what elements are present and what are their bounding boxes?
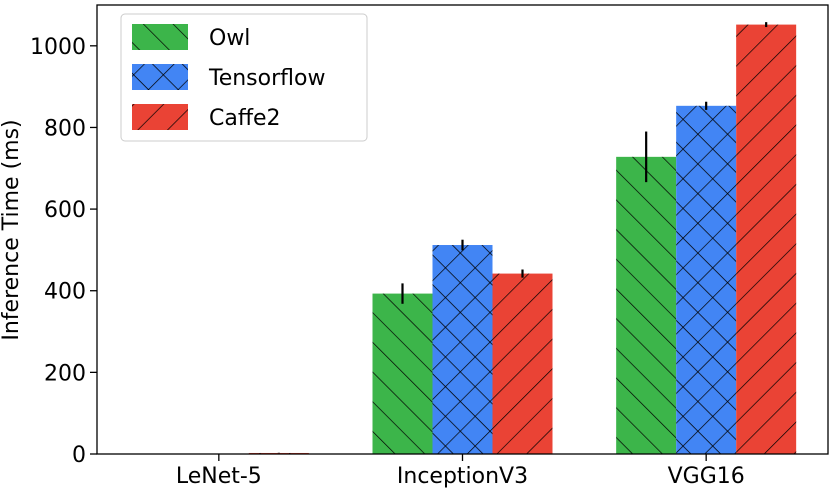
bar-hatch: [372, 293, 433, 454]
legend-swatch-hatch: [132, 104, 188, 130]
x-tick-label: LeNet-5: [176, 464, 262, 489]
y-tick-label: 1000: [30, 35, 86, 60]
legend-entry-caffe2: Caffe2: [132, 104, 281, 131]
bars-layer: [128, 24, 797, 455]
legend-label: Owl: [209, 26, 250, 51]
y-axis-label: Inference Time (ms): [0, 119, 24, 340]
bar-caffe2-vgg16: [736, 24, 797, 455]
y-axis-ticks: 0 200 400 600 800 1000: [30, 35, 97, 468]
bar-hatch: [432, 245, 493, 454]
bar-tensorflow-vgg16: [676, 105, 737, 454]
y-tick-label: 800: [44, 116, 86, 141]
bar-tensorflow-inceptionv3: [432, 245, 493, 454]
y-tick-label: 0: [72, 443, 86, 468]
bar-hatch: [736, 24, 797, 455]
legend-entry-owl: Owl: [132, 24, 250, 51]
bar-caffe2-inceptionv3: [492, 273, 553, 454]
x-axis-ticks: LeNet-5 InceptionV3 VGG16: [176, 454, 745, 489]
legend-entry-tensorflow: Tensorflow: [132, 64, 325, 91]
bar-owl-inceptionv3: [372, 293, 433, 454]
y-tick-label: 600: [44, 198, 86, 223]
bar-hatch: [492, 273, 553, 454]
y-tick-label: 200: [44, 361, 86, 386]
x-tick-label: VGG16: [668, 464, 745, 489]
legend-label: Caffe2: [209, 106, 281, 131]
bar-hatch: [676, 105, 737, 454]
x-tick-label: InceptionV3: [397, 464, 528, 489]
legend-swatch-hatch: [132, 24, 188, 50]
legend: Owl Tensorflow Caffe2: [120, 13, 368, 142]
y-tick-label: 400: [44, 280, 86, 305]
legend-swatch-hatch: [132, 64, 188, 90]
bar-hatch: [616, 156, 677, 455]
legend-label: Tensorflow: [208, 66, 325, 91]
bar-owl-vgg16: [616, 156, 677, 455]
